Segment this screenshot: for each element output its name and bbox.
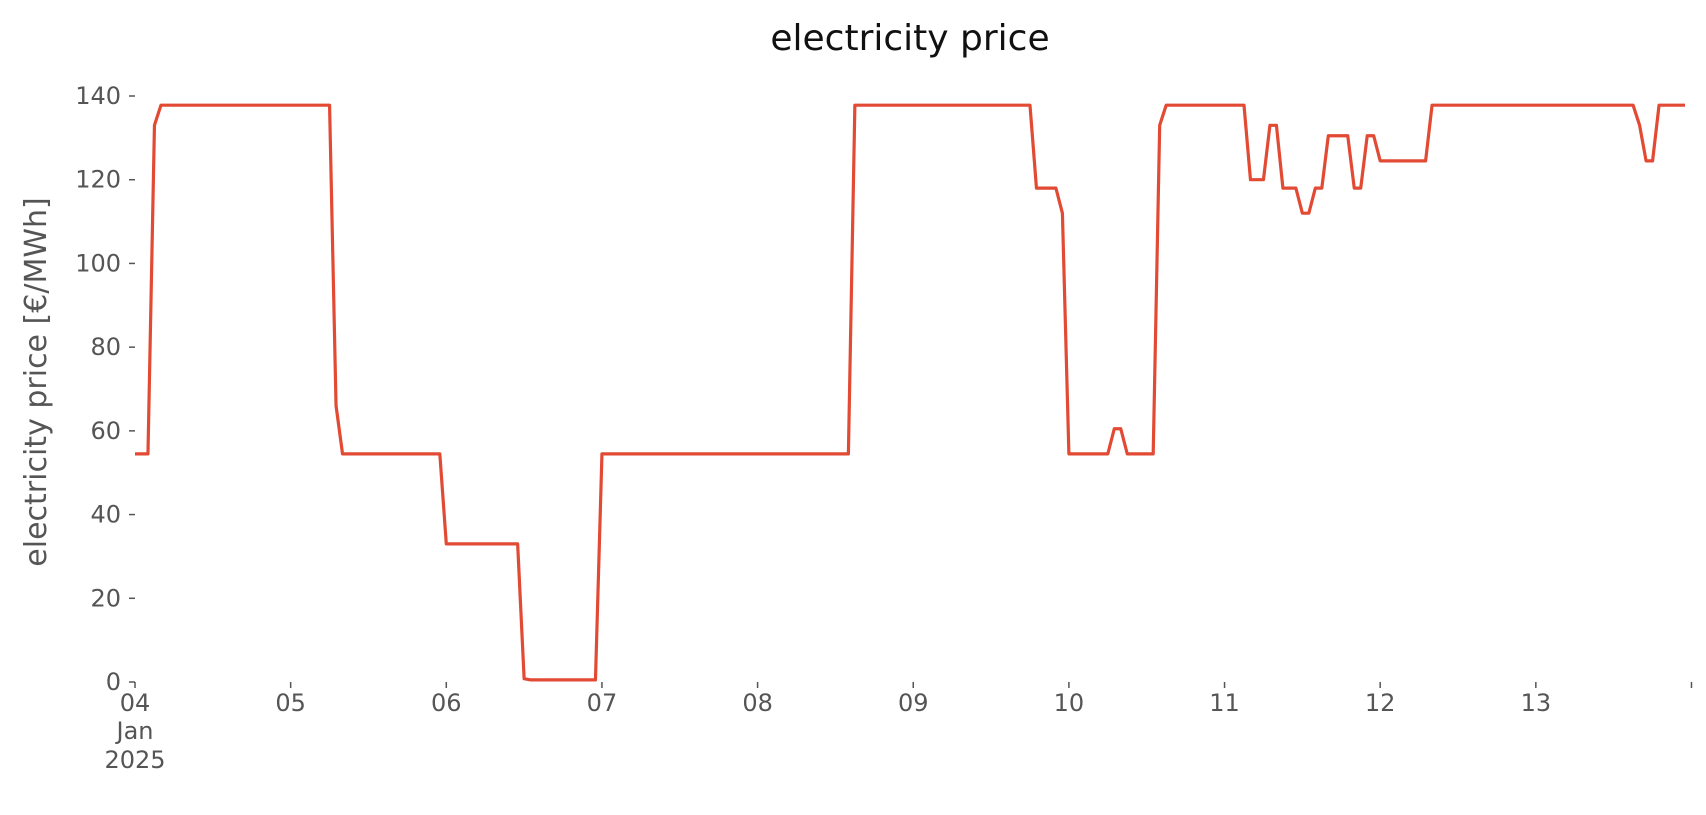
x-tick-label: 12 (1365, 689, 1396, 717)
y-tick-label: 40 (90, 501, 121, 529)
y-tick-label: 60 (90, 417, 121, 445)
x-tick-month-label: Jan (115, 717, 154, 745)
x-tick-label: 11 (1209, 689, 1240, 717)
x-tick-year-label: 2025 (104, 746, 165, 774)
x-tick-label: 10 (1054, 689, 1085, 717)
y-tick-label: 80 (90, 333, 121, 361)
x-tick-label: 09 (898, 689, 929, 717)
y-axis: 0 20 40 60 80 100 120 140 (75, 82, 135, 696)
y-axis-label: electricity price [€/MWh] (19, 197, 54, 566)
x-tick-label: 06 (431, 689, 462, 717)
x-tick-label: 05 (275, 689, 306, 717)
x-tick-label: 07 (587, 689, 618, 717)
y-tick-label: 100 (75, 249, 121, 277)
chart-title: electricity price (770, 18, 1049, 59)
y-tick-label: 0 (106, 668, 121, 696)
x-tick-label: 13 (1521, 689, 1552, 717)
x-tick-label: 08 (742, 689, 773, 717)
price-series-line (135, 103, 1685, 682)
y-tick-label: 20 (90, 584, 121, 612)
x-tick-label: 04 (120, 689, 151, 717)
y-tick-label: 140 (75, 82, 121, 110)
y-tick-label: 120 (75, 166, 121, 194)
series-layer (135, 103, 1685, 682)
